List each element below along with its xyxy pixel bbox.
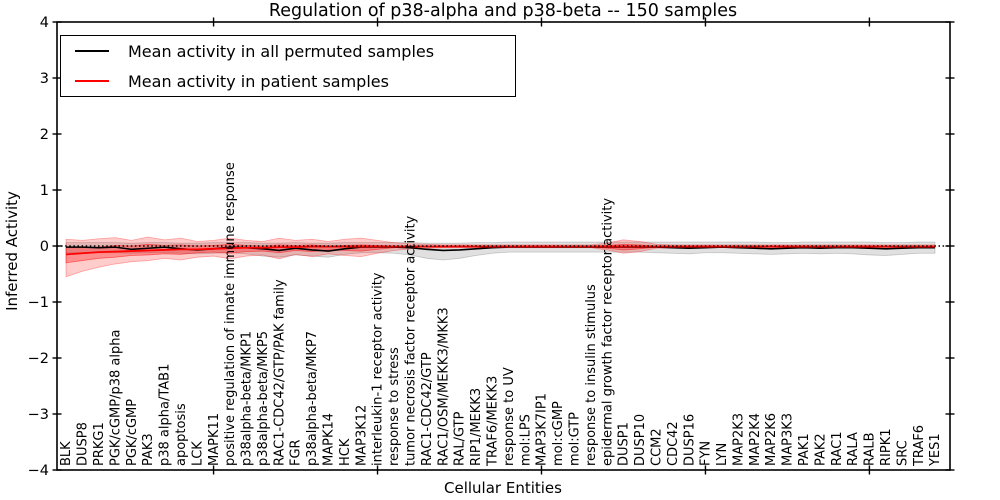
x-tick-label: MAPK11 xyxy=(207,413,222,466)
x-tick-label: RAC1-CDC42/GTP xyxy=(420,352,435,466)
y-axis-label: Inferred Activity xyxy=(3,191,21,311)
y-tick-label: −1 xyxy=(28,295,49,311)
x-tick-label: RAL/GTP xyxy=(453,411,468,466)
x-tick-label: MAP2K6 xyxy=(764,413,779,466)
x-tick-label: PRKG1 xyxy=(92,422,107,466)
x-tick-label: RAC1 xyxy=(830,431,845,466)
legend-label-permuted: Mean activity in all permuted samples xyxy=(128,41,435,61)
x-tick-label: TRAF6/MEKK3 xyxy=(486,376,501,467)
x-tick-label: p38alpha-beta/MKP7 xyxy=(305,331,320,466)
x-tick-label: LYN xyxy=(715,443,730,466)
x-tick-label: MAP3K7IP1 xyxy=(535,393,550,466)
x-tick-label: MAP3K3 xyxy=(781,413,796,466)
x-tick-label: positive regulation of innate immune res… xyxy=(223,162,238,466)
x-tick-label: SRC xyxy=(895,440,910,466)
legend-line-sample-patient xyxy=(75,80,109,82)
x-tick-label: PGK/cGMP xyxy=(125,399,140,466)
x-tick-label: response to stress xyxy=(387,347,402,466)
y-tick-label: 2 xyxy=(40,127,49,143)
x-tick-label: RAC1-CDC42/GTP/PAK family xyxy=(272,279,287,466)
x-tick-label: PAK2 xyxy=(813,433,828,466)
x-tick-label: PGK/cGMP/p38 alpha xyxy=(108,330,123,466)
x-tick-label: response to UV xyxy=(502,367,517,466)
y-tick-label: 4 xyxy=(40,15,49,31)
x-tick-label: MAP2K3 xyxy=(731,413,746,466)
legend-item-patient: Mean activity in patient samples xyxy=(61,67,515,95)
x-tick-label: DUSP10 xyxy=(633,414,648,466)
x-tick-label: FGR xyxy=(289,439,304,466)
x-tick-label: p38alpha-beta/MKP5 xyxy=(256,331,271,466)
x-tick-label: mol:LPS xyxy=(518,414,533,466)
x-tick-label: DUSP8 xyxy=(76,422,91,466)
x-tick-label: epidermal growth factor receptor activit… xyxy=(600,198,615,466)
x-tick-label: p38 alpha/TAB1 xyxy=(158,364,173,466)
x-axis-label: Cellular Entities xyxy=(444,479,562,497)
x-tick-label: TRAF6 xyxy=(912,425,927,467)
x-tick-label: apoptosis xyxy=(174,403,189,466)
x-tick-label: DUSP1 xyxy=(617,422,632,466)
x-tick-label: tumor necrosis factor receptor activity xyxy=(404,215,419,466)
x-tick-label: response to insulin stimulus xyxy=(584,284,599,466)
x-tick-label: YES1 xyxy=(928,433,943,467)
x-tick-label: PAK1 xyxy=(797,433,812,466)
x-tick-label: mol:cGMP xyxy=(551,401,566,466)
x-tick-label: FYN xyxy=(699,441,714,466)
y-tick-label: −2 xyxy=(28,351,49,367)
x-tick-label: RALA xyxy=(846,432,861,466)
x-tick-label: MAP2K4 xyxy=(748,413,763,466)
x-tick-label: interleukin-1 receptor activity xyxy=(371,272,386,466)
y-tick-label: 3 xyxy=(40,71,49,87)
y-tick-label: 1 xyxy=(40,183,49,199)
x-tick-label: CDC42 xyxy=(666,421,681,466)
x-tick-label: RIP1/MEKK3 xyxy=(469,388,484,466)
legend: Mean activity in all permuted samples Me… xyxy=(60,35,516,97)
y-tick-label: −3 xyxy=(28,407,49,423)
legend-line-sample-permuted xyxy=(75,50,109,52)
y-tick-label: 0 xyxy=(40,239,49,255)
x-tick-label: RAC1/OSM/MEKK3/MKK3 xyxy=(436,307,451,466)
legend-label-patient: Mean activity in patient samples xyxy=(128,71,389,91)
x-tick-label: HCK xyxy=(338,438,353,466)
legend-item-permuted: Mean activity in all permuted samples xyxy=(61,37,515,65)
x-tick-label: BLK xyxy=(59,441,74,466)
x-tick-label: DUSP16 xyxy=(682,414,697,466)
x-tick-label: RALB xyxy=(863,432,878,466)
x-tick-label: MAP3K12 xyxy=(354,405,369,466)
x-tick-label: mol:GTP xyxy=(567,412,582,466)
y-tick-label: −4 xyxy=(28,463,49,479)
x-tick-label: CCM2 xyxy=(649,428,664,466)
x-tick-label: PAK3 xyxy=(141,433,156,466)
chart-title: Regulation of p38-alpha and p38-beta -- … xyxy=(268,1,738,21)
x-tick-label: LCK xyxy=(190,441,205,466)
x-tick-label: MAPK14 xyxy=(322,413,337,466)
x-tick-label: RIPK1 xyxy=(879,428,894,466)
x-tick-label: p38alpha-beta/MKP1 xyxy=(240,331,255,466)
